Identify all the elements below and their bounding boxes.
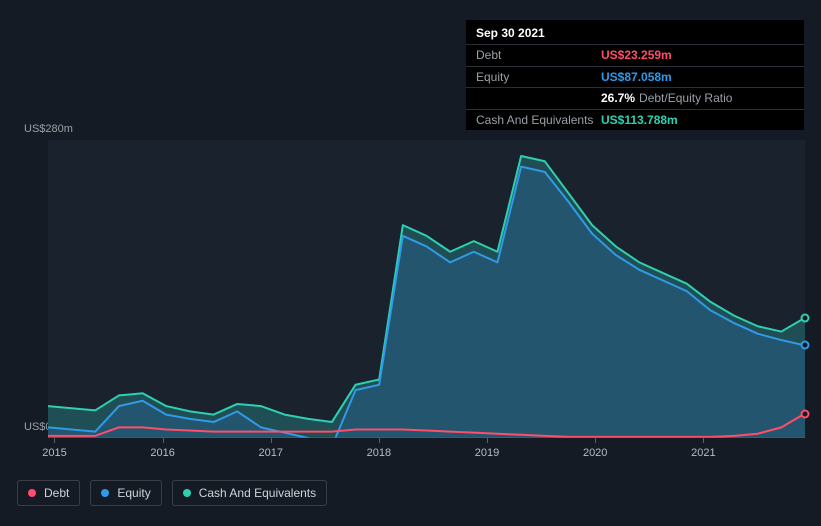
x-tick-label: 2021 [691,447,715,459]
tooltip-row-label: Cash And Equivalents [476,113,601,127]
x-tick-mark [703,438,704,443]
series-end-marker [801,341,810,350]
tooltip-rows: DebtUS$23.259mEquityUS$87.058m26.7%Debt/… [466,44,804,130]
x-tick-label: 2016 [150,447,174,459]
tooltip-row-suffix: Debt/Equity Ratio [639,91,732,105]
legend-item[interactable]: Equity [90,480,161,506]
x-tick-mark [379,438,380,443]
legend-dot-icon [183,489,191,497]
tooltip-row: EquityUS$87.058m [466,66,804,87]
tooltip-row: DebtUS$23.259m [466,44,804,65]
x-axis: 2015201620172018201920202021 [48,443,805,463]
x-tick-label: 2015 [42,447,66,459]
legend-item[interactable]: Debt [17,480,80,506]
tooltip-row-label: Debt [476,48,601,62]
legend: Debt Equity Cash And Equivalents [17,480,327,506]
tooltip-row-value: US$23.259m [601,48,672,62]
legend-label: Debt [44,486,69,500]
x-tick-label: 2018 [367,447,391,459]
tooltip-date: Sep 30 2021 [466,26,804,44]
legend-item[interactable]: Cash And Equivalents [172,480,327,506]
x-tick-mark [487,438,488,443]
x-tick-mark [54,438,55,443]
x-tick-label: 2019 [475,447,499,459]
legend-label: Cash And Equivalents [199,486,316,500]
x-tick-mark [595,438,596,443]
chart-tooltip: Sep 30 2021 DebtUS$23.259mEquityUS$87.05… [466,20,804,130]
tooltip-row: 26.7% Debt/Equity Ratio [466,87,804,108]
series-end-marker [801,313,810,322]
chart-plot-area [48,140,805,438]
y-axis-label-max: US$280m [24,123,73,135]
chart-svg [48,140,805,438]
tooltip-row-value: US$113.788m [601,113,678,127]
tooltip-row: Cash And EquivalentsUS$113.788m [466,109,804,130]
legend-dot-icon [101,489,109,497]
x-tick-label: 2017 [259,447,283,459]
x-tick-mark [271,438,272,443]
tooltip-row-value: US$87.058m [601,70,672,84]
tooltip-row-value: 26.7% [601,91,635,105]
legend-dot-icon [28,489,36,497]
tooltip-row-label: Equity [476,70,601,84]
legend-label: Equity [117,486,150,500]
x-tick-label: 2020 [583,447,607,459]
series-end-marker [801,409,810,418]
tooltip-row-label [476,91,601,105]
x-tick-mark [163,438,164,443]
